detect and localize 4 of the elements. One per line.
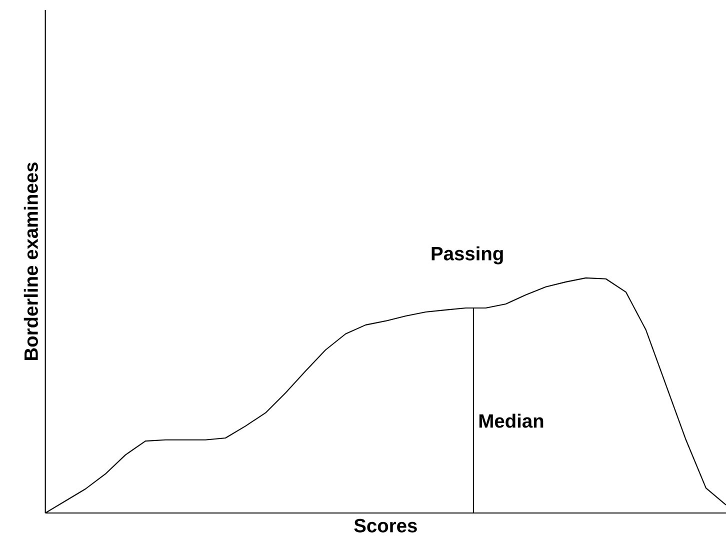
text: Passing bbox=[432, 246, 503, 264]
y-axis-title: Borderline examinees bbox=[24, 162, 38, 360]
x-axis-title: Scores bbox=[354, 518, 417, 532]
annotation: Median bbox=[479, 414, 544, 428]
